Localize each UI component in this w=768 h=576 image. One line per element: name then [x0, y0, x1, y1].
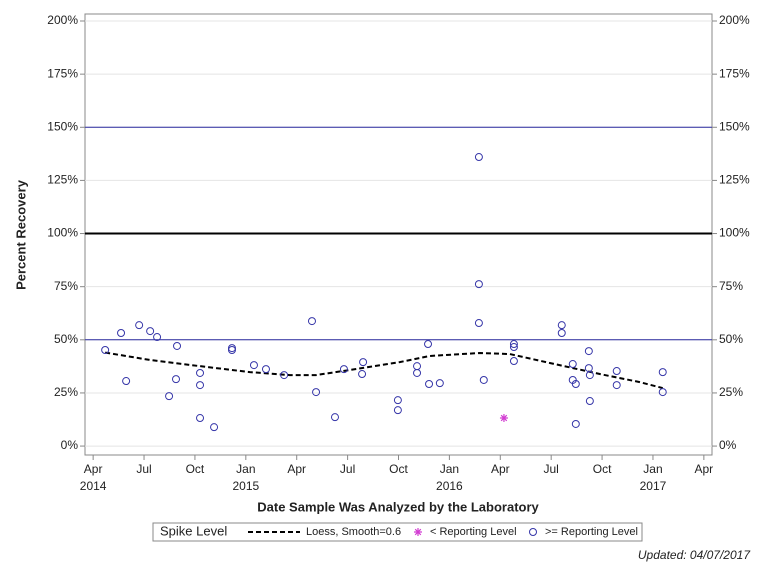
point	[509, 357, 518, 366]
x-tick-label: Apr	[287, 462, 306, 476]
point	[571, 419, 580, 428]
x-tick-label: Jul	[136, 462, 151, 476]
point	[117, 329, 126, 338]
point	[393, 406, 402, 415]
y-tick-label: 25%	[54, 385, 78, 399]
point	[435, 379, 444, 388]
point	[196, 368, 205, 377]
point	[165, 392, 174, 401]
point	[571, 380, 580, 389]
point	[173, 341, 182, 350]
y2-tick-label: 150%	[719, 119, 750, 133]
y-tick-label: 0%	[61, 438, 79, 452]
point	[658, 368, 667, 377]
y-tick-label: 100%	[47, 226, 78, 240]
point	[584, 347, 593, 356]
x-tick-label: Jan 2016	[436, 462, 463, 493]
y2-tick-label: 75%	[719, 279, 743, 293]
point	[585, 371, 594, 380]
point	[146, 327, 155, 336]
point	[249, 361, 258, 370]
point	[612, 381, 621, 390]
point	[339, 365, 348, 374]
legend-label: < Reporting Level	[430, 526, 517, 538]
x-tick-label: Oct	[593, 462, 612, 476]
point	[330, 413, 339, 422]
point	[424, 340, 433, 349]
y2-tick-label: 200%	[719, 13, 750, 27]
point	[307, 317, 316, 326]
point	[171, 375, 180, 384]
point	[585, 397, 594, 406]
x-tick-label: Apr	[491, 462, 510, 476]
point	[568, 360, 577, 369]
point	[358, 370, 367, 379]
loess-line	[104, 351, 663, 390]
legend-label: Loess, Smooth=0.6	[306, 526, 401, 538]
legend-label: >= Reporting Level	[545, 526, 638, 538]
y-tick-label: 150%	[47, 119, 78, 133]
point	[474, 280, 483, 289]
x-axis-title: Date Sample Was Analyzed by the Laborato…	[257, 499, 539, 514]
point	[227, 346, 236, 355]
y-tick-label: 175%	[47, 66, 78, 80]
x-tick-label: Oct	[186, 462, 205, 476]
x-tick-label: Oct	[389, 462, 408, 476]
point	[280, 371, 289, 380]
footnote: Updated: 04/07/2017	[638, 548, 751, 562]
point	[135, 321, 144, 330]
point	[413, 368, 422, 377]
x-tick-label: Apr	[695, 462, 714, 476]
point	[658, 388, 667, 397]
x-tick-label: Jan 2017	[640, 462, 667, 493]
point	[210, 423, 219, 432]
y2-tick-label: 100%	[719, 226, 750, 240]
legend-frame	[152, 522, 643, 542]
point	[557, 321, 566, 330]
point	[479, 375, 488, 384]
point	[196, 381, 205, 390]
point	[509, 340, 518, 349]
y-tick-label: 200%	[47, 13, 78, 27]
point	[196, 414, 205, 423]
point-star	[499, 414, 508, 423]
point	[612, 367, 621, 376]
point	[393, 396, 402, 405]
y-axis-title: Percent Recovery	[13, 179, 28, 290]
point	[122, 377, 131, 386]
point	[261, 365, 270, 374]
point	[474, 153, 483, 162]
point	[312, 388, 321, 397]
y2-tick-label: 50%	[719, 332, 743, 346]
x-tick-label: Jul	[544, 462, 559, 476]
y-tick-label: 125%	[47, 173, 78, 187]
point	[359, 358, 368, 367]
legend-title: Spike Level	[160, 523, 227, 538]
point	[101, 346, 110, 355]
legend-swatch	[414, 528, 422, 536]
y2-tick-label: 125%	[719, 173, 750, 187]
legend-swatch	[529, 528, 537, 536]
y2-tick-label: 175%	[719, 66, 750, 80]
y-tick-label: 75%	[54, 279, 78, 293]
y2-tick-label: 0%	[719, 438, 737, 452]
point	[509, 343, 518, 352]
point	[474, 319, 483, 328]
y2-tick-label: 25%	[719, 385, 743, 399]
point	[557, 329, 566, 338]
point	[425, 380, 434, 389]
x-tick-label: Jan 2015	[232, 462, 259, 493]
x-tick-label: Jul	[340, 462, 355, 476]
x-tick-label: Apr 2014	[80, 462, 107, 493]
y-tick-label: 50%	[54, 332, 78, 346]
point	[153, 333, 162, 342]
